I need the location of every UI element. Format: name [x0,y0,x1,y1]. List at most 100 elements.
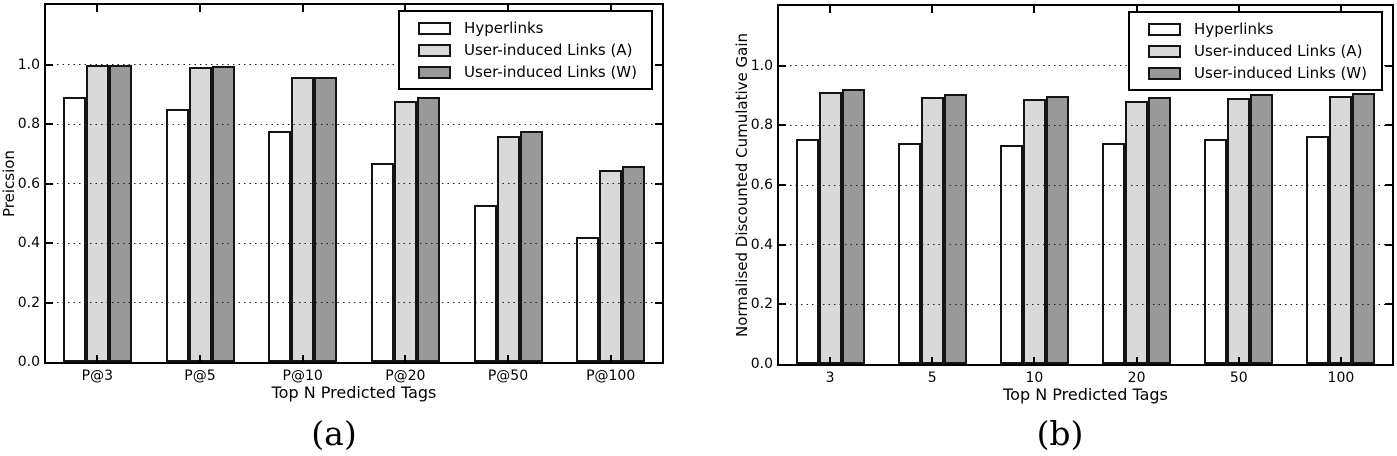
x-tick-mark [1339,6,1342,13]
x-tick-mark [931,6,934,13]
x-tick-mark [199,5,201,12]
legend-swatch-icon [1148,66,1182,80]
x-tick-mark [1033,6,1036,13]
bar-hyperlinks [1306,136,1330,364]
bar-hyperlinks [576,237,600,362]
y-tick-mark [655,242,662,244]
x-tick-label: P@10 [282,368,323,384]
legend-label: Hyperlinks [1194,20,1274,38]
y-tick-label: 0.0 [17,354,40,370]
x-tick-label: P@3 [81,368,113,384]
x-tick-mark [1237,357,1240,364]
x-tick-mark [199,355,201,362]
y-tick-mark [779,184,786,186]
legend-swatch-icon [1148,22,1182,36]
y-tick-mark [1385,64,1392,67]
bar-hyperlinks [165,109,189,362]
y-tick-label: 0.6 [17,175,40,192]
y-gridline [779,244,1392,246]
bar-user-induced-links-a- [1227,97,1251,364]
legend-row: User-induced Links (A) [1148,42,1367,60]
y-tick-label: 0.6 [750,177,773,193]
chart-a-plot: 0.0 0.2 0.4 0.6 0.8 1.0 P@3 P@5 P@10 P@20 P@50 P@10… [18,3,664,384]
y-tick-mark [46,301,53,304]
legend-label: User-induced Links (A) [464,41,633,59]
caption-b: (b) [1036,414,1084,453]
y-tick-mark [1385,184,1392,186]
bar-user-induced-links-w- [211,65,235,362]
legend-swatch-icon [1148,44,1182,58]
x-tick-mark [1135,357,1138,364]
x-tick-label: 5 [927,370,937,386]
bar-user-induced-links-a- [85,64,109,362]
y-tick-label: 0.0 [750,356,773,372]
chart-b-xlabel: Top N Predicted Tags [1003,385,1168,404]
bar-hyperlinks [897,142,921,364]
bar-hyperlinks [1102,143,1126,364]
legend-label: User-induced Links (A) [1194,42,1363,60]
x-tick-label: P@5 [184,368,216,384]
legend: Hyperlinks User-induced Links (A) User-ind… [398,10,653,90]
x-tick-label: 3 [825,370,835,386]
bar-user-induced-links-w- [416,96,440,362]
y-tick-mark [779,64,786,67]
y-tick-mark [655,123,662,125]
y-gridline [46,242,662,244]
y-gridline [779,303,1392,305]
y-tick-mark [655,63,662,66]
y-tick-label: 0.2 [750,296,773,313]
y-tick-label: 0.4 [17,235,40,251]
y-tick-mark [1385,124,1392,127]
y-tick-mark [46,123,53,125]
x-tick-mark [1237,6,1240,13]
x-tick-mark [507,355,509,362]
legend-label: Hyperlinks [464,19,544,37]
legend-swatch-icon [418,65,452,79]
legend-row: User-induced Links (A) [418,41,637,59]
bar-hyperlinks [795,138,819,364]
x-tick-label: P@100 [586,368,636,384]
x-tick-mark [301,355,304,362]
x-tick-mark [507,5,509,12]
bar-user-induced-links-w- [519,131,543,362]
bar-user-induced-links-a- [291,77,315,362]
legend-row: User-induced Links (W) [1148,64,1367,82]
y-tick-label: 1.0 [750,57,773,74]
legend-swatch-icon [418,21,452,35]
bar-user-induced-links-w- [841,88,865,364]
legend-row: User-induced Links (W) [418,63,637,81]
x-tick-mark [96,355,99,362]
bar-user-induced-links-w- [1148,96,1172,364]
y-tick-mark [46,242,53,244]
bar-user-induced-links-w- [622,165,646,362]
x-tick-mark [609,355,612,362]
legend-label: User-induced Links (W) [464,63,637,81]
y-tick-mark [779,303,786,306]
chart-b-plot: 0.0 0.2 0.4 0.6 0.8 1.0 3 5 10 20 50 100 Hyperlinks U… [751,4,1394,386]
chart-a-xlabel: Top N Predicted Tags [271,383,437,402]
bar-hyperlinks [999,145,1023,364]
legend: Hyperlinks User-induced Links (A) User-ind… [1128,11,1383,91]
x-tick-mark [96,5,99,12]
y-tick-mark [655,301,662,304]
x-tick-label: 10 [1025,370,1044,386]
bar-user-induced-links-w- [1250,94,1274,364]
x-tick-mark [404,5,407,12]
x-tick-label: P@50 [487,368,529,384]
x-tick-mark [404,355,407,362]
bar-user-induced-links-a- [393,100,417,362]
x-tick-label: P@20 [385,368,426,384]
legend-row: Hyperlinks [1148,20,1367,38]
y-tick-mark [1385,303,1392,306]
x-tick-label: 100 [1327,370,1355,386]
x-tick-mark [301,5,304,12]
x-tick-label: 20 [1127,370,1146,386]
legend-label: User-induced Links (W) [1194,64,1367,82]
bar-hyperlinks [370,162,394,362]
x-tick-mark [1033,357,1036,364]
bar-hyperlinks [1204,138,1228,364]
bar-user-induced-links-a- [920,96,944,364]
y-tick-mark [46,63,53,66]
y-tick-label: 0.8 [17,116,40,132]
bar-hyperlinks [268,131,292,362]
